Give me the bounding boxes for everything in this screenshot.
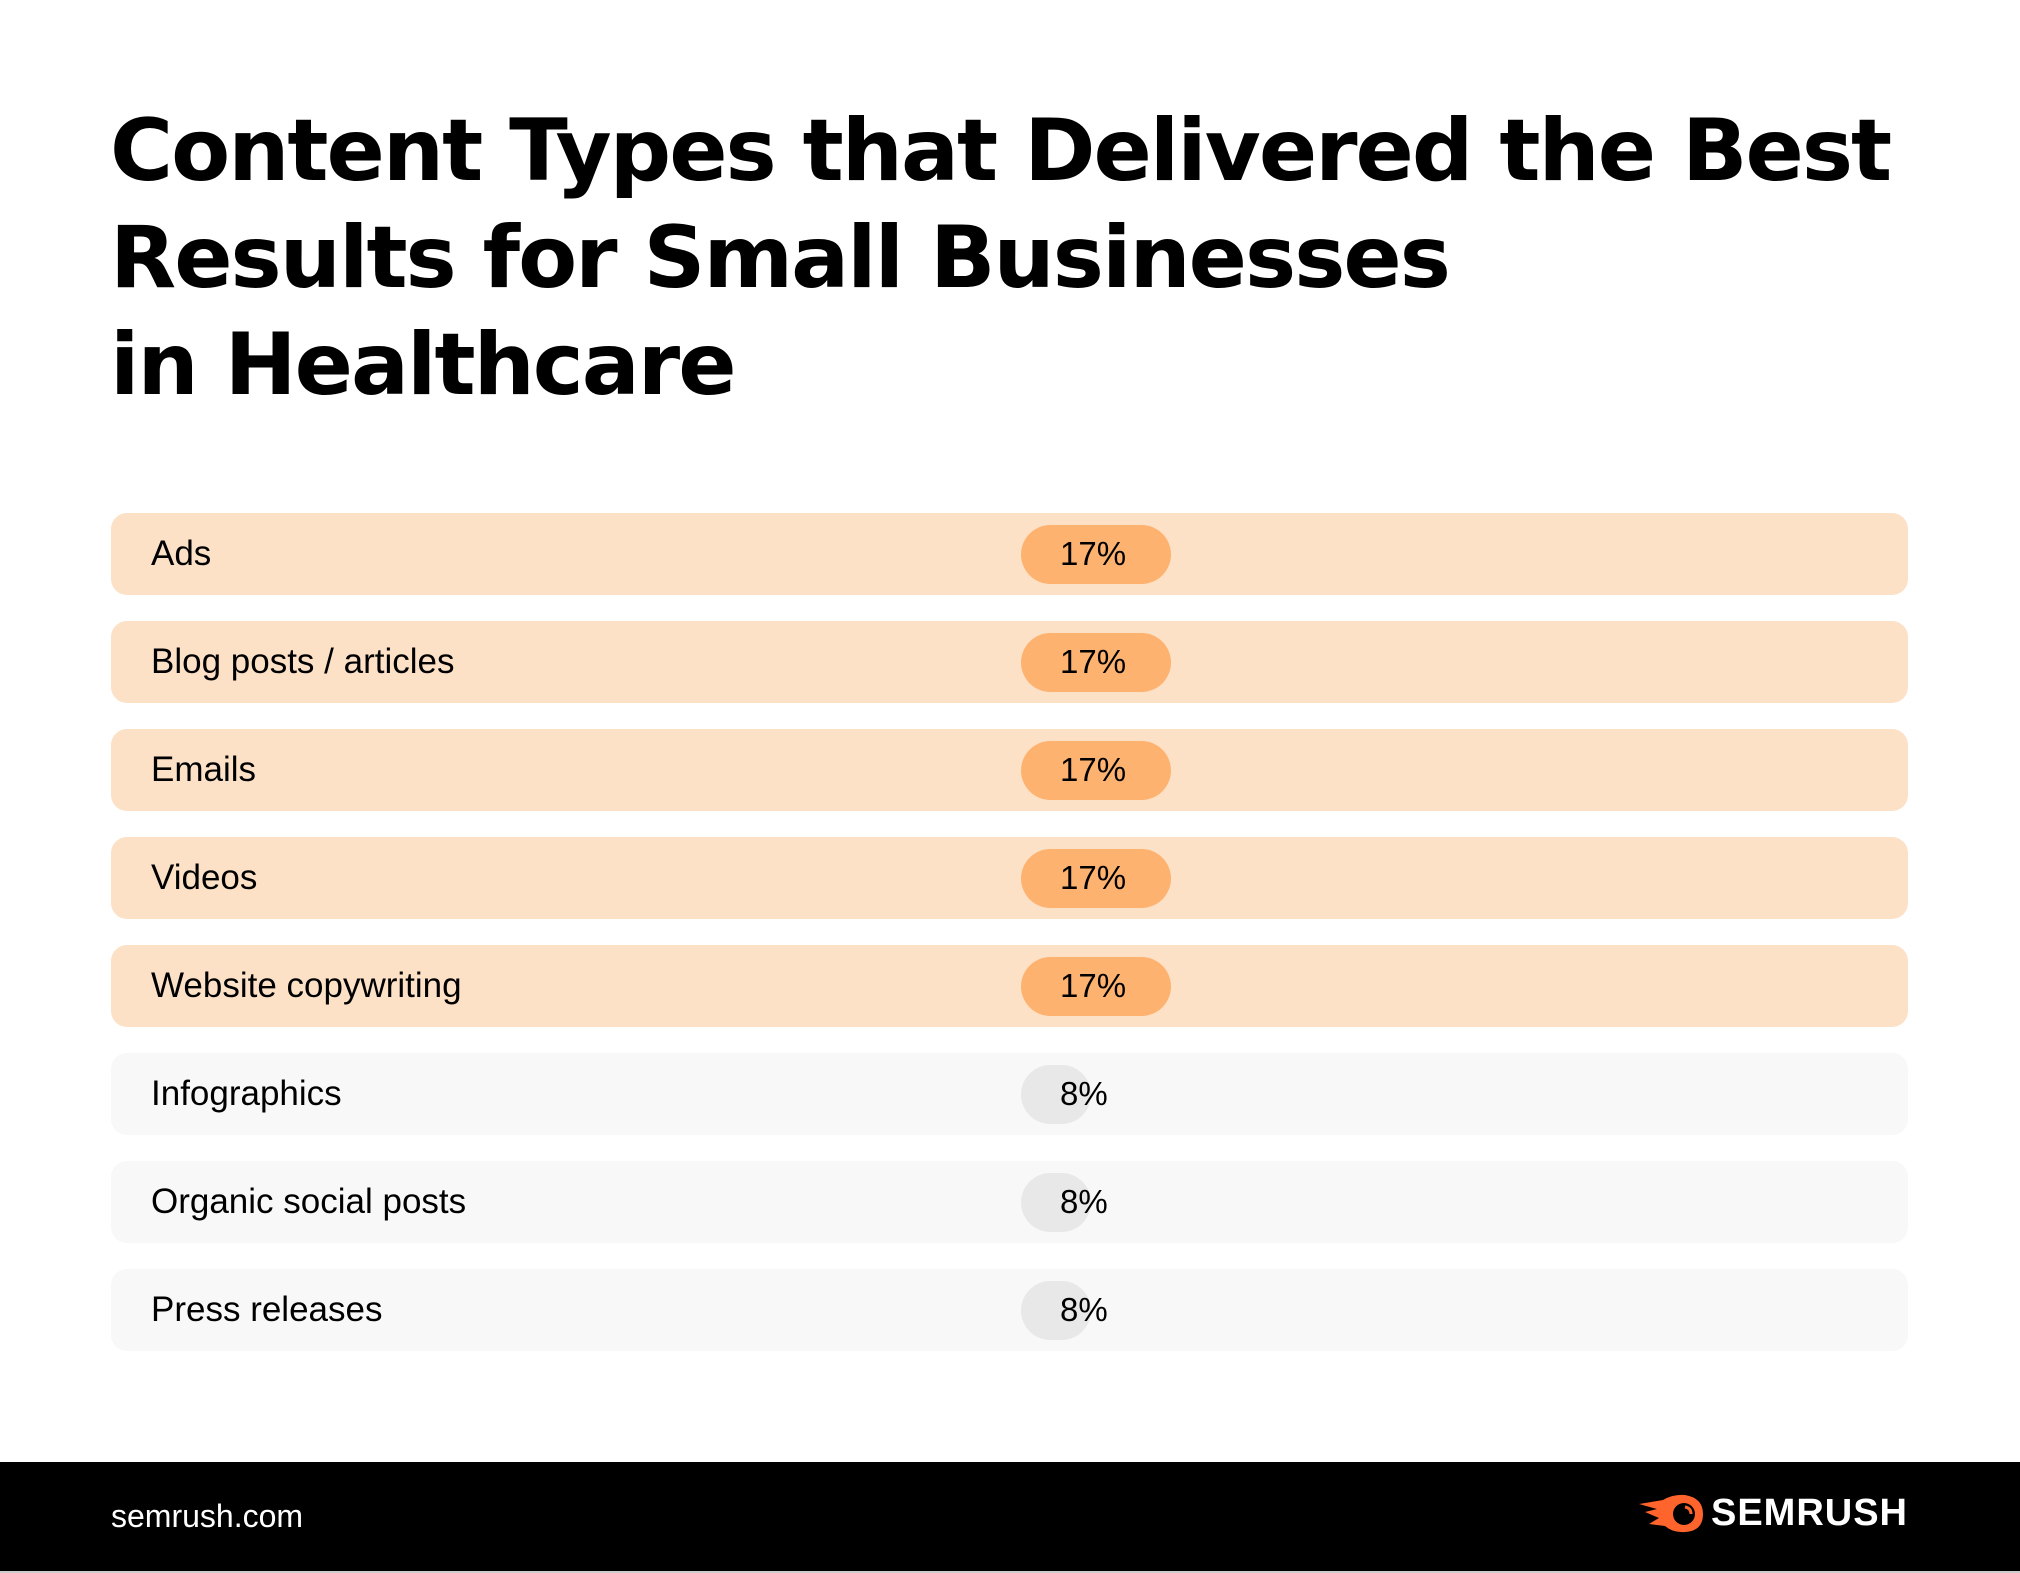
value-label: 17% xyxy=(1060,535,1127,572)
bar-row: Press releases 8% xyxy=(111,1269,1908,1351)
bar xyxy=(1021,848,1171,908)
title-line: in Healthcare xyxy=(110,315,737,415)
bar-row: Infographics 8% xyxy=(111,1053,1908,1135)
category-label: Press releases xyxy=(151,1290,383,1329)
bar xyxy=(1021,1280,1092,1340)
title-line: Results for Small Businesses xyxy=(110,208,1451,308)
bar xyxy=(1021,524,1171,584)
bar xyxy=(1021,1172,1092,1232)
value-label: 8% xyxy=(1060,1183,1108,1220)
value-label: 8% xyxy=(1060,1075,1108,1112)
logo-text: SEMRUSH xyxy=(1710,1492,1908,1534)
bar-row: Website copywriting 17% xyxy=(111,945,1908,1027)
bar xyxy=(1021,1064,1092,1124)
bar xyxy=(1021,632,1171,692)
bar-row: Ads 17% xyxy=(111,513,1908,595)
value-label: 17% xyxy=(1060,859,1127,896)
category-label: Ads xyxy=(151,534,212,573)
bar-rows: Ads 17% Blog posts / articles 17% Emails 1… xyxy=(111,513,1908,1377)
bar-row: Emails 17% xyxy=(111,729,1908,811)
bar xyxy=(1021,740,1171,800)
site-url: semrush.com xyxy=(111,1498,304,1534)
category-label: Blog posts / articles xyxy=(151,642,455,681)
bar-row: Blog posts / articles 17% xyxy=(111,621,1908,703)
bar xyxy=(1021,956,1171,1016)
bottom-border xyxy=(0,1571,2020,1573)
title-line: Content Types that Delivered the Best xyxy=(110,101,1892,201)
footer: semrush.com SEMRUSH xyxy=(0,1462,2020,1571)
category-label: Emails xyxy=(151,750,257,789)
bar-row: Videos 17% xyxy=(111,837,1908,919)
bar-row: Organic social posts 8% xyxy=(111,1161,1908,1243)
category-label: Organic social posts xyxy=(151,1182,467,1221)
category-label: Videos xyxy=(151,858,258,897)
value-label: 17% xyxy=(1060,967,1127,1004)
value-label: 17% xyxy=(1060,751,1127,788)
category-label: Website copywriting xyxy=(151,966,462,1005)
semrush-logo: SEMRUSH xyxy=(1638,1492,1908,1535)
chart-title: Content Types that Delivered the Best Re… xyxy=(110,98,1910,419)
semrush-fireball-icon xyxy=(1638,1494,1703,1532)
value-label: 17% xyxy=(1060,643,1127,680)
category-label: Infographics xyxy=(151,1074,342,1113)
value-label: 8% xyxy=(1060,1291,1108,1328)
